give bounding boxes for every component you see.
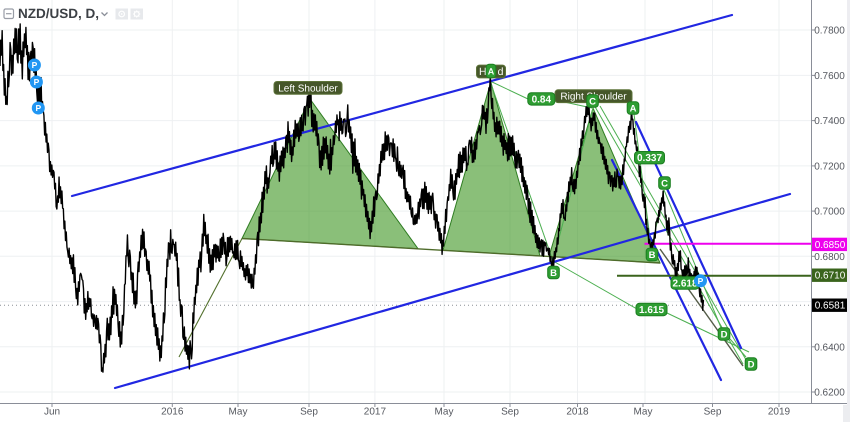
svg-text:2016: 2016: [161, 407, 184, 418]
svg-text:0.7600: 0.7600: [814, 71, 845, 82]
svg-text:May: May: [229, 407, 248, 418]
svg-text:A: A: [630, 103, 637, 114]
svg-text:C: C: [661, 178, 668, 189]
svg-text:C: C: [589, 96, 596, 107]
svg-text:0.6581: 0.6581: [815, 301, 846, 312]
svg-text:0.6400: 0.6400: [814, 342, 845, 353]
svg-text:H: H: [479, 66, 487, 78]
svg-text:A: A: [488, 66, 495, 76]
svg-text:B: B: [550, 268, 557, 279]
svg-text:0.337: 0.337: [637, 153, 662, 164]
svg-text:d: d: [498, 66, 504, 78]
svg-text:Sep: Sep: [501, 407, 519, 418]
svg-text:2.618: 2.618: [672, 278, 697, 289]
svg-text:2017: 2017: [364, 407, 387, 418]
svg-text:May: May: [435, 407, 454, 418]
svg-text:0.7000: 0.7000: [814, 207, 845, 218]
svg-text:0.7200: 0.7200: [814, 161, 845, 172]
svg-text:0.6800: 0.6800: [814, 252, 845, 263]
svg-text:P: P: [698, 276, 704, 286]
svg-text:0.84: 0.84: [532, 94, 552, 105]
svg-text:0.7800: 0.7800: [814, 26, 845, 37]
svg-text:P: P: [32, 60, 38, 70]
svg-text:0.6200: 0.6200: [814, 388, 845, 399]
svg-text:Jun: Jun: [44, 407, 60, 418]
svg-text:2019: 2019: [768, 407, 791, 418]
svg-text:2018: 2018: [566, 407, 589, 418]
svg-text:0.7400: 0.7400: [814, 116, 845, 127]
svg-text:0.6850: 0.6850: [815, 240, 846, 251]
svg-text:0.6710: 0.6710: [815, 271, 846, 282]
svg-text:P: P: [35, 103, 41, 113]
svg-text:D: D: [748, 359, 755, 370]
svg-text:Sep: Sep: [300, 407, 318, 418]
svg-text:Left Shoulder: Left Shoulder: [278, 83, 338, 94]
svg-text:D: D: [721, 329, 728, 340]
svg-text:Sep: Sep: [704, 407, 722, 418]
svg-text:1.615: 1.615: [639, 305, 664, 316]
svg-text:NZD/USD, D,: NZD/USD, D,: [18, 6, 99, 21]
svg-text:P: P: [34, 77, 40, 87]
svg-text:May: May: [634, 407, 653, 418]
svg-text:B: B: [649, 250, 656, 261]
